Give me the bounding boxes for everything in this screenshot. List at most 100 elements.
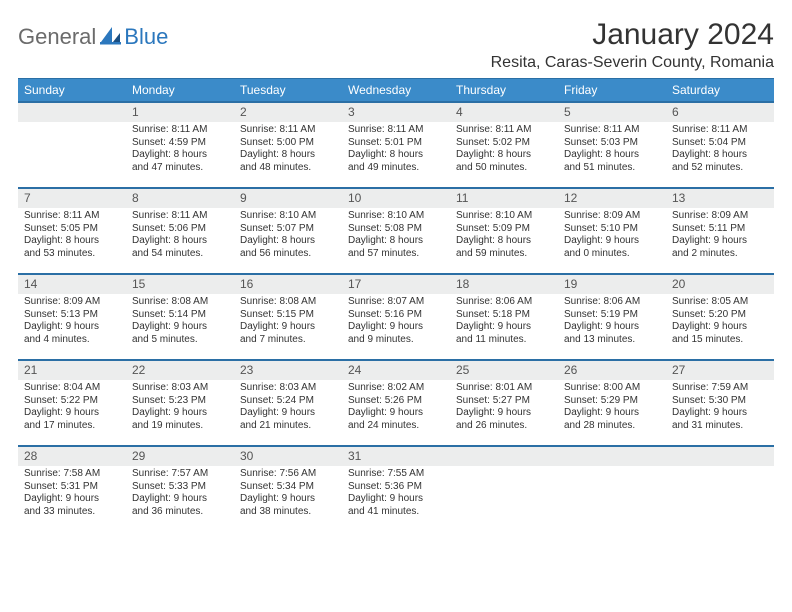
day-content-cell: Sunrise: 7:55 AMSunset: 5:36 PMDaylight:… (342, 466, 450, 532)
day-info-line: and 11 minutes. (456, 334, 552, 347)
day-info-line: Sunset: 5:36 PM (348, 481, 444, 494)
day-number-cell (666, 446, 774, 466)
day-info-line: Sunset: 5:08 PM (348, 223, 444, 236)
day-info-line: Sunrise: 8:11 AM (348, 124, 444, 137)
day-info-line: Sunset: 5:20 PM (672, 309, 768, 322)
day-content-cell: Sunrise: 8:00 AMSunset: 5:29 PMDaylight:… (558, 380, 666, 446)
page-header: General Blue January 2024 Resita, Caras-… (18, 18, 774, 72)
day-info-line: and 5 minutes. (132, 334, 228, 347)
day-content-cell: Sunrise: 8:09 AMSunset: 5:10 PMDaylight:… (558, 208, 666, 274)
day-info-line: Sunrise: 7:56 AM (240, 468, 336, 481)
day-info-line: Sunrise: 8:03 AM (132, 382, 228, 395)
day-info-line: Daylight: 9 hours (348, 493, 444, 506)
day-number-cell: 9 (234, 188, 342, 208)
day-info-line: Sunrise: 8:02 AM (348, 382, 444, 395)
day-content-row: Sunrise: 8:09 AMSunset: 5:13 PMDaylight:… (18, 294, 774, 360)
day-info-line: and 33 minutes. (24, 506, 120, 519)
day-content-row: Sunrise: 8:11 AMSunset: 4:59 PMDaylight:… (18, 122, 774, 188)
day-info-line: Sunrise: 8:10 AM (348, 210, 444, 223)
day-info-line: Daylight: 8 hours (348, 235, 444, 248)
day-info-line: Sunrise: 8:11 AM (456, 124, 552, 137)
day-info-line: Daylight: 8 hours (348, 149, 444, 162)
day-info-line: Daylight: 9 hours (132, 407, 228, 420)
day-info-line: and 31 minutes. (672, 420, 768, 433)
dow-saturday: Saturday (666, 79, 774, 103)
day-number-cell: 16 (234, 274, 342, 294)
day-info-line: Sunset: 4:59 PM (132, 137, 228, 150)
day-info-line: Sunset: 5:11 PM (672, 223, 768, 236)
day-info-line: Sunrise: 8:10 AM (240, 210, 336, 223)
day-content-cell: Sunrise: 8:01 AMSunset: 5:27 PMDaylight:… (450, 380, 558, 446)
day-info-line: and 53 minutes. (24, 248, 120, 261)
day-info-line: Sunrise: 7:57 AM (132, 468, 228, 481)
day-info-line: Sunset: 5:18 PM (456, 309, 552, 322)
day-content-cell: Sunrise: 7:58 AMSunset: 5:31 PMDaylight:… (18, 466, 126, 532)
day-info-line: Sunset: 5:05 PM (24, 223, 120, 236)
day-number-cell: 29 (126, 446, 234, 466)
day-content-cell: Sunrise: 8:11 AMSunset: 5:04 PMDaylight:… (666, 122, 774, 188)
day-info-line: and 7 minutes. (240, 334, 336, 347)
day-info-line: and 17 minutes. (24, 420, 120, 433)
day-number-cell: 14 (18, 274, 126, 294)
day-info-line: Daylight: 9 hours (24, 321, 120, 334)
day-info-line: Sunset: 5:26 PM (348, 395, 444, 408)
day-info-line: and 47 minutes. (132, 162, 228, 175)
day-info-line: and 24 minutes. (348, 420, 444, 433)
day-number-cell (450, 446, 558, 466)
day-number-cell (558, 446, 666, 466)
day-number-cell: 26 (558, 360, 666, 380)
day-info-line: and 59 minutes. (456, 248, 552, 261)
day-info-line: Daylight: 9 hours (24, 493, 120, 506)
day-info-line: and 48 minutes. (240, 162, 336, 175)
day-info-line: Sunrise: 8:09 AM (24, 296, 120, 309)
daynum-row: 21222324252627 (18, 360, 774, 380)
day-info-line: Sunset: 5:30 PM (672, 395, 768, 408)
day-content-cell: Sunrise: 8:10 AMSunset: 5:08 PMDaylight:… (342, 208, 450, 274)
day-info-line: Daylight: 9 hours (348, 407, 444, 420)
day-info-line: and 51 minutes. (564, 162, 660, 175)
day-info-line: Daylight: 9 hours (240, 407, 336, 420)
day-content-cell: Sunrise: 8:02 AMSunset: 5:26 PMDaylight:… (342, 380, 450, 446)
day-number-cell: 10 (342, 188, 450, 208)
day-content-cell: Sunrise: 8:11 AMSunset: 4:59 PMDaylight:… (126, 122, 234, 188)
day-info-line: Sunset: 5:06 PM (132, 223, 228, 236)
day-info-line: Sunset: 5:31 PM (24, 481, 120, 494)
day-content-row: Sunrise: 7:58 AMSunset: 5:31 PMDaylight:… (18, 466, 774, 532)
day-number-cell: 30 (234, 446, 342, 466)
day-number-cell: 19 (558, 274, 666, 294)
day-info-line: Sunset: 5:24 PM (240, 395, 336, 408)
month-title: January 2024 (491, 18, 774, 52)
day-info-line: and 36 minutes. (132, 506, 228, 519)
day-info-line: Sunrise: 8:06 AM (564, 296, 660, 309)
day-number-cell: 21 (18, 360, 126, 380)
day-content-cell: Sunrise: 8:07 AMSunset: 5:16 PMDaylight:… (342, 294, 450, 360)
day-info-line: and 13 minutes. (564, 334, 660, 347)
day-info-line: and 26 minutes. (456, 420, 552, 433)
day-info-line: Sunrise: 8:07 AM (348, 296, 444, 309)
day-info-line: Sunrise: 8:03 AM (240, 382, 336, 395)
day-info-line: Sunset: 5:10 PM (564, 223, 660, 236)
day-info-line: Sunrise: 8:11 AM (132, 124, 228, 137)
day-content-cell: Sunrise: 8:08 AMSunset: 5:15 PMDaylight:… (234, 294, 342, 360)
day-number-cell: 24 (342, 360, 450, 380)
day-info-line: Daylight: 9 hours (456, 321, 552, 334)
day-number-cell: 22 (126, 360, 234, 380)
day-info-line: and 52 minutes. (672, 162, 768, 175)
day-info-line: Sunset: 5:29 PM (564, 395, 660, 408)
day-content-cell: Sunrise: 8:11 AMSunset: 5:02 PMDaylight:… (450, 122, 558, 188)
day-info-line: Sunrise: 8:10 AM (456, 210, 552, 223)
day-number-cell: 15 (126, 274, 234, 294)
day-info-line: and 56 minutes. (240, 248, 336, 261)
day-number-cell (18, 102, 126, 122)
day-content-cell: Sunrise: 8:11 AMSunset: 5:06 PMDaylight:… (126, 208, 234, 274)
day-number-cell: 4 (450, 102, 558, 122)
day-info-line: Daylight: 9 hours (672, 407, 768, 420)
day-info-line: Daylight: 8 hours (240, 149, 336, 162)
day-content-cell: Sunrise: 8:03 AMSunset: 5:23 PMDaylight:… (126, 380, 234, 446)
day-info-line: Sunrise: 8:06 AM (456, 296, 552, 309)
day-info-line: Sunrise: 8:11 AM (564, 124, 660, 137)
day-content-cell (666, 466, 774, 532)
day-info-line: Sunset: 5:00 PM (240, 137, 336, 150)
day-info-line: Daylight: 9 hours (672, 321, 768, 334)
day-info-line: Sunrise: 7:59 AM (672, 382, 768, 395)
